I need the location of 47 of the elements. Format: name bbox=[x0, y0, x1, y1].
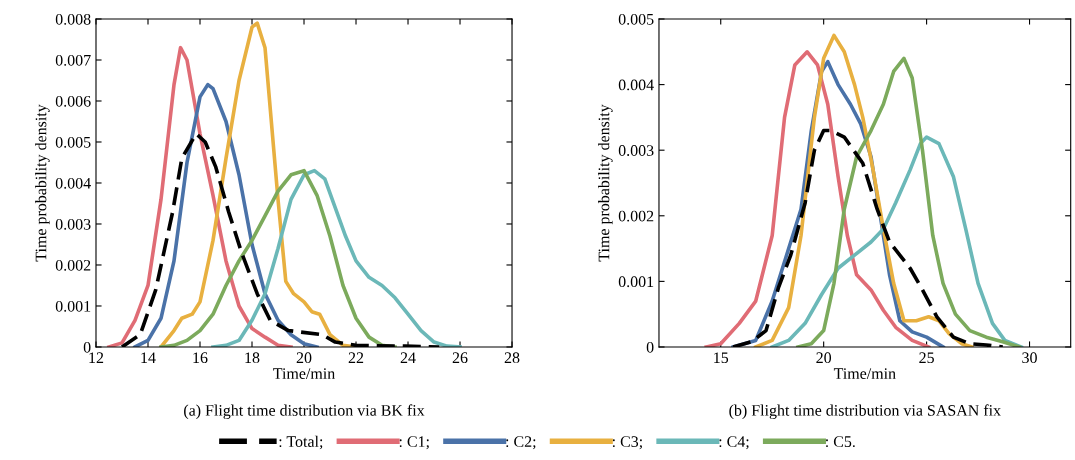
y-tick-label: 0.004 bbox=[618, 79, 654, 91]
x-tick-label: 26 bbox=[452, 352, 468, 364]
x-tick-label: 15 bbox=[714, 352, 729, 364]
x-axis-title: Time/min bbox=[273, 368, 335, 379]
x-tick-label: 14 bbox=[141, 352, 156, 363]
x-tick-label: 28 bbox=[504, 352, 520, 364]
legend-label: : C2; bbox=[506, 436, 536, 450]
legend-label: : C1; bbox=[399, 436, 429, 450]
line-series bbox=[159, 168, 397, 347]
y-axis-title: Time probability density bbox=[598, 104, 613, 262]
y-axis-title: Time probability density bbox=[35, 104, 50, 262]
x-tick-label: 30 bbox=[1022, 352, 1037, 364]
y-tick-label: 0.002 bbox=[55, 259, 91, 271]
line-series bbox=[770, 135, 1024, 347]
x-tick-label: 24 bbox=[400, 352, 416, 363]
y-tick-label: 0.004 bbox=[55, 177, 91, 189]
x-tick-label: 20 bbox=[296, 352, 312, 364]
y-tick-label: 0.002 bbox=[618, 210, 654, 222]
line-series bbox=[107, 45, 293, 347]
x-tick-label: 22 bbox=[348, 352, 364, 363]
line-series bbox=[211, 168, 462, 347]
y-tick-label: 0.001 bbox=[55, 300, 91, 312]
text: (a) Flight time distribution via BK fix bbox=[184, 404, 425, 420]
y-tick-label: 0 bbox=[646, 341, 654, 353]
x-axis-title: Time/min bbox=[833, 368, 896, 379]
x-tick-label: 20 bbox=[816, 352, 832, 364]
line-series bbox=[796, 56, 1022, 347]
y-tick-label: 0.006 bbox=[55, 95, 91, 107]
legend-label: : C5. bbox=[826, 436, 855, 448]
x-tick-label: 18 bbox=[245, 352, 260, 364]
y-tick-label: 0.003 bbox=[618, 145, 654, 156]
line-series bbox=[133, 82, 319, 347]
text: (b) Flight time distribution via SASAN fix bbox=[729, 404, 1001, 420]
x-tick-label: 16 bbox=[193, 352, 208, 364]
legend-label: : Total; bbox=[279, 435, 323, 450]
y-tick-label: 0.007 bbox=[55, 54, 91, 66]
y-tick-label: 0.008 bbox=[55, 13, 91, 25]
y-tick-label: 0.001 bbox=[618, 276, 654, 288]
legend-label: : C4; bbox=[719, 436, 749, 450]
legend-label: : C3; bbox=[612, 436, 642, 450]
y-tick-label: 0.003 bbox=[55, 218, 91, 230]
y-tick-label: 0.005 bbox=[55, 136, 91, 148]
x-tick-label: 12 bbox=[89, 352, 104, 363]
line-series bbox=[704, 49, 931, 347]
y-tick-label: 0 bbox=[83, 341, 91, 353]
x-tick-label: 25 bbox=[919, 352, 934, 364]
y-tick-label: 0.005 bbox=[618, 13, 654, 25]
